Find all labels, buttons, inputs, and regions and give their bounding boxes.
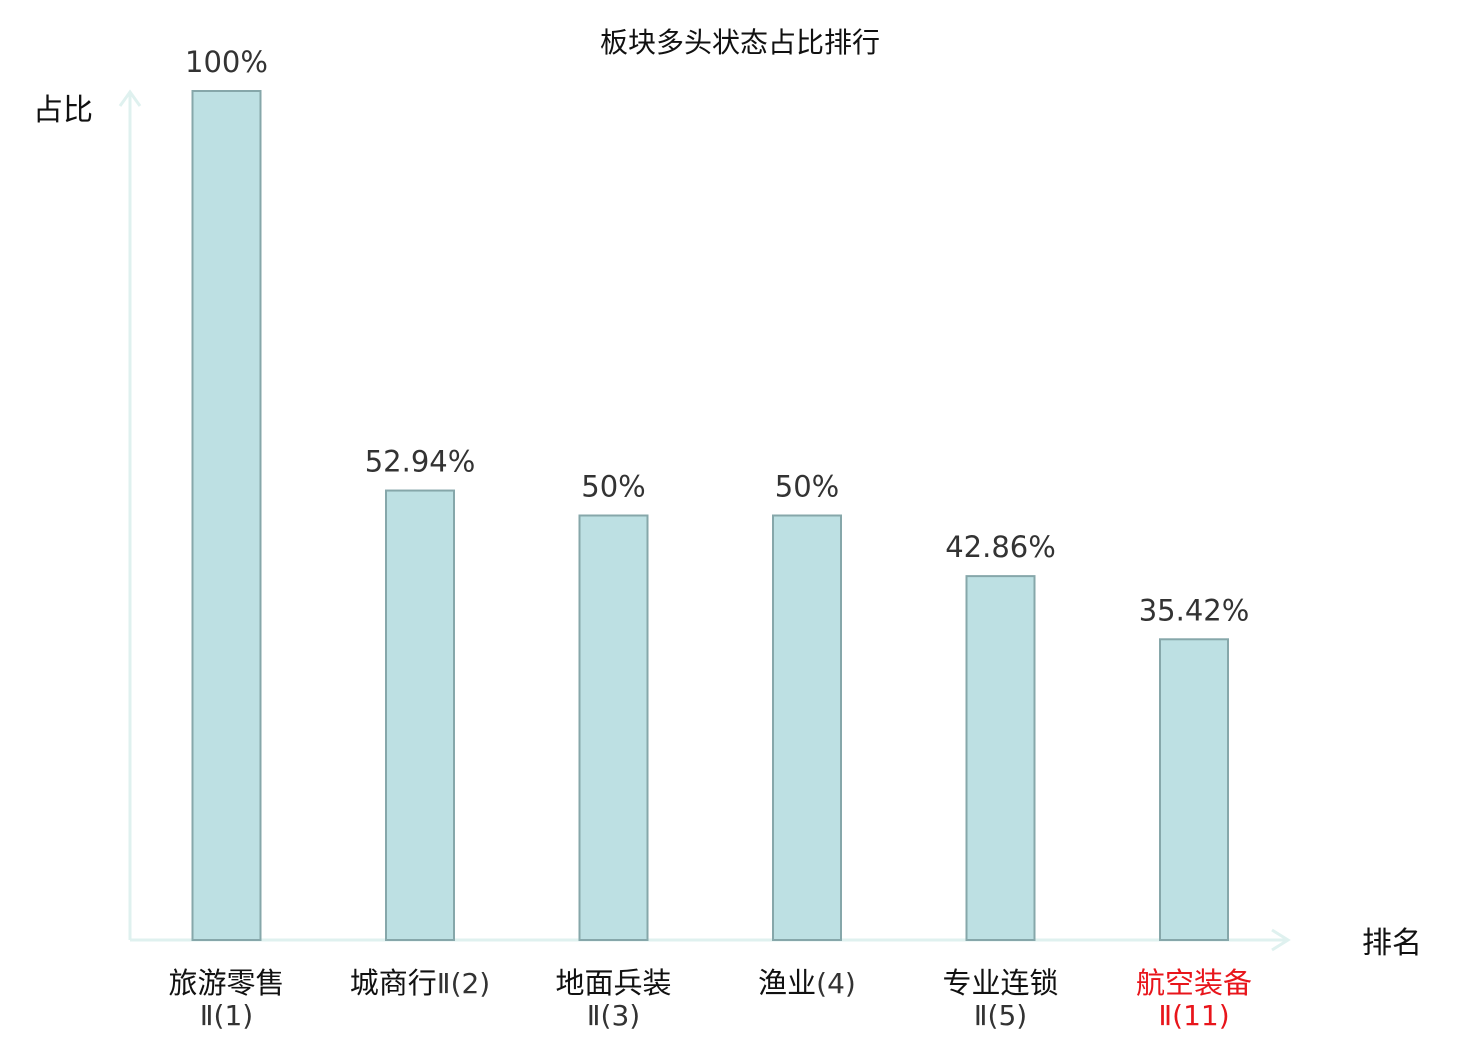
bar-3: [578, 514, 649, 941]
value-labels-group: 100% 52.94% 50% 50% 42.86% 35.42%: [185, 45, 1249, 627]
bars-group: [191, 90, 1229, 941]
y-axis-arrow: [118, 89, 142, 107]
category-suffix-3: Ⅱ(3): [587, 999, 640, 1032]
bar-5: [965, 575, 1036, 941]
category-label-3: 地面兵装: [555, 966, 671, 1000]
category-label-4: 渔业(4): [758, 966, 856, 1000]
category-label-6: 航空装备: [1136, 966, 1252, 1000]
category-suffix-5: Ⅱ(5): [974, 999, 1027, 1032]
value-label-2: 52.94%: [365, 445, 476, 479]
category-label-5: 专业连锁: [942, 966, 1058, 1000]
category-suffix-6: Ⅱ(11): [1158, 999, 1229, 1032]
x-axis-label: 排名: [1362, 926, 1422, 961]
y-axis-label: 占比: [33, 93, 93, 128]
bar-4: [772, 514, 842, 941]
x-axis-arrow: [1271, 928, 1291, 952]
bar-6: [1159, 638, 1229, 941]
value-label-1: 100%: [185, 45, 268, 79]
category-label-1: 旅游零售: [168, 966, 284, 1000]
value-label-5: 42.86%: [945, 530, 1056, 564]
value-label-6: 35.42%: [1139, 593, 1250, 627]
bar-1: [191, 90, 262, 941]
value-label-3: 50%: [581, 470, 645, 504]
chart-title: 板块多头状态占比排行: [600, 26, 880, 59]
bar-2: [385, 489, 455, 941]
value-label-4: 50%: [775, 470, 839, 504]
category-label-2: 城商行Ⅱ(2): [350, 966, 490, 1000]
category-suffix-1: Ⅱ(1): [200, 999, 253, 1032]
